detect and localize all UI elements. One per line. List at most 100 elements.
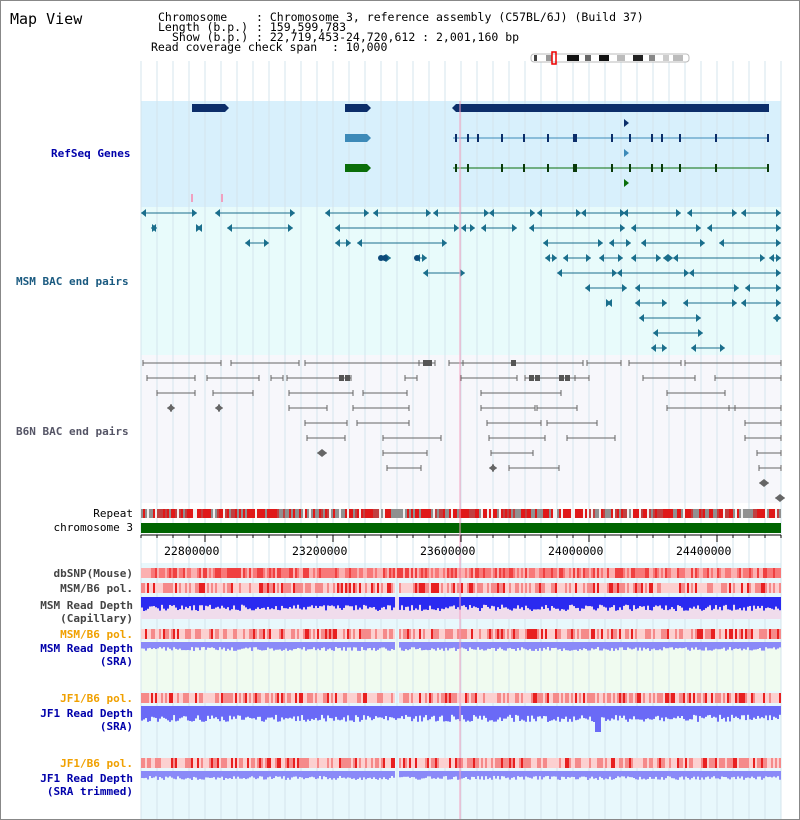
- pol-cell: [611, 568, 613, 578]
- chromosome-ideogram[interactable]: [530, 51, 690, 65]
- pol-cell: [205, 693, 207, 703]
- depth-bar: [189, 597, 191, 607]
- pol-cell: [373, 583, 375, 593]
- pol-cell: [269, 583, 271, 593]
- depth-bar: [615, 706, 617, 716]
- pol-cell: [371, 583, 373, 593]
- pol-cell: [321, 583, 323, 593]
- depth-bar: [415, 706, 417, 717]
- pol-cell: [617, 568, 619, 578]
- msm-bac-pair: [683, 299, 737, 307]
- depth-bar: [249, 706, 251, 718]
- pol-cell: [585, 629, 587, 639]
- pol-cell: [505, 693, 507, 703]
- b6n-bac-track[interactable]: [142, 360, 785, 502]
- depth-bar: [427, 771, 429, 777]
- pol-cell: [695, 568, 697, 578]
- msm-bac-track[interactable]: [141, 209, 781, 352]
- pol-cell: [693, 693, 695, 703]
- pol-cell: [601, 568, 603, 578]
- depth-bar: [499, 642, 501, 648]
- pol-cell: [621, 758, 623, 768]
- depth-bar: [725, 597, 727, 605]
- depth-bar: [621, 597, 623, 610]
- bac-end-right: [322, 449, 327, 457]
- depth-bar: [267, 642, 269, 648]
- pol-cell: [421, 758, 423, 768]
- pol-cell: [601, 758, 603, 768]
- repeat-cell: [639, 509, 641, 518]
- pol-cell: [347, 693, 349, 703]
- depth-bar: [521, 597, 523, 608]
- pol-cell: [149, 758, 151, 768]
- depth-bar: [611, 597, 613, 608]
- depth-bar: [689, 771, 691, 780]
- pol-cell: [437, 629, 439, 639]
- pol-cell: [429, 758, 431, 768]
- pol-cell: [323, 583, 325, 593]
- pol-cell: [143, 693, 145, 703]
- depth-bar: [765, 706, 767, 716]
- depth-bar: [611, 706, 613, 719]
- pol-cell: [401, 693, 403, 703]
- pol-cell: [509, 693, 511, 703]
- axis-tick-label: 22800000: [164, 544, 220, 558]
- depth-bar: [663, 642, 665, 648]
- transcript-arrow: [624, 179, 629, 187]
- depth-bar: [421, 642, 423, 651]
- depth-bar: [629, 597, 631, 610]
- pol-cell: [275, 758, 277, 768]
- pol-cell: [147, 583, 149, 593]
- depth-bar: [349, 597, 351, 607]
- pol-cell: [267, 568, 269, 578]
- pol-cell: [603, 758, 605, 768]
- depth-bar: [685, 642, 687, 648]
- pol-cell: [287, 758, 289, 768]
- pol-cell: [291, 629, 293, 639]
- pol-cell: [661, 758, 663, 768]
- depth-bar: [259, 597, 261, 610]
- pol-cell: [599, 693, 601, 703]
- depth-bar: [551, 597, 553, 607]
- bac-cluster: [511, 360, 516, 366]
- pol-cell: [701, 629, 703, 639]
- repeat-cell: [173, 509, 175, 518]
- depth-bar: [431, 642, 433, 649]
- pol-cell: [489, 758, 491, 768]
- pol-cell: [263, 758, 265, 768]
- repeat-cell: [221, 509, 223, 518]
- depth-bar: [737, 706, 739, 718]
- pol-cell: [155, 758, 157, 768]
- depth-bar: [673, 706, 675, 718]
- pol-cell: [763, 629, 765, 639]
- pol-cell: [773, 693, 775, 703]
- depth-bar: [709, 706, 711, 715]
- pol-cell: [151, 629, 153, 639]
- depth-bar: [333, 642, 335, 651]
- pol-cell: [633, 629, 635, 639]
- pol-cell: [763, 758, 765, 768]
- pol-cell: [555, 568, 557, 578]
- pol-cell: [599, 758, 601, 768]
- transcript-block: [345, 164, 367, 172]
- depth-bar: [503, 771, 505, 777]
- pol-cell: [561, 629, 563, 639]
- depth-bar: [303, 597, 305, 608]
- pol-cell: [205, 568, 207, 578]
- pol-cell: [693, 758, 695, 768]
- depth-bar: [331, 642, 333, 651]
- repeat-cell: [473, 509, 475, 518]
- bac-end-right: [776, 254, 781, 262]
- repeat-cell: [311, 509, 313, 518]
- depth-bar: [517, 771, 519, 777]
- depth-bar: [177, 771, 179, 777]
- depth-bar: [759, 706, 761, 719]
- refseq-gene-track[interactable]: [191, 104, 769, 202]
- depth-bar: [743, 706, 745, 716]
- depth-bar: [509, 706, 511, 715]
- depth-bar: [297, 597, 299, 605]
- pol-cell: [251, 693, 253, 703]
- repeat-cell: [285, 509, 287, 518]
- exon: [575, 134, 577, 142]
- pol-cell: [491, 693, 493, 703]
